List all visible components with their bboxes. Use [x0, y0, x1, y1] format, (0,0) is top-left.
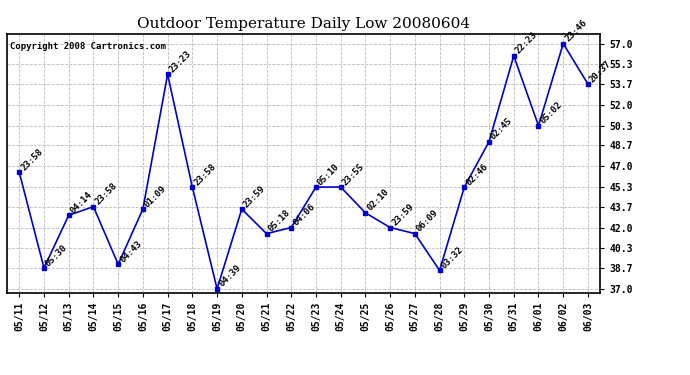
Text: 05:02: 05:02	[538, 100, 564, 126]
Text: 06:09: 06:09	[415, 208, 440, 234]
Text: 03:32: 03:32	[440, 245, 465, 270]
Text: 23:58: 23:58	[93, 181, 119, 207]
Text: 23:55: 23:55	[341, 162, 366, 187]
Text: 04:14: 04:14	[69, 190, 94, 215]
Text: 05:18: 05:18	[266, 208, 292, 234]
Text: 04:43: 04:43	[118, 239, 144, 264]
Title: Outdoor Temperature Daily Low 20080604: Outdoor Temperature Daily Low 20080604	[137, 17, 470, 31]
Text: 23:59: 23:59	[390, 202, 415, 228]
Text: 05:30: 05:30	[44, 243, 70, 268]
Text: 23:58: 23:58	[19, 147, 45, 172]
Text: 20:37: 20:37	[588, 58, 613, 84]
Text: 23:46: 23:46	[563, 18, 589, 44]
Text: 04:39: 04:39	[217, 264, 242, 289]
Text: 22:23: 22:23	[514, 30, 539, 56]
Text: 02:45: 02:45	[489, 116, 515, 142]
Text: 02:10: 02:10	[366, 188, 391, 213]
Text: 04:06: 04:06	[291, 202, 317, 228]
Text: 23:23: 23:23	[168, 49, 193, 74]
Text: Copyright 2008 Cartronics.com: Copyright 2008 Cartronics.com	[10, 42, 166, 51]
Text: 01:09: 01:09	[143, 184, 168, 209]
Text: 23:58: 23:58	[193, 162, 218, 187]
Text: 23:59: 23:59	[241, 184, 267, 209]
Text: 02:46: 02:46	[464, 162, 490, 187]
Text: 05:10: 05:10	[316, 162, 342, 187]
